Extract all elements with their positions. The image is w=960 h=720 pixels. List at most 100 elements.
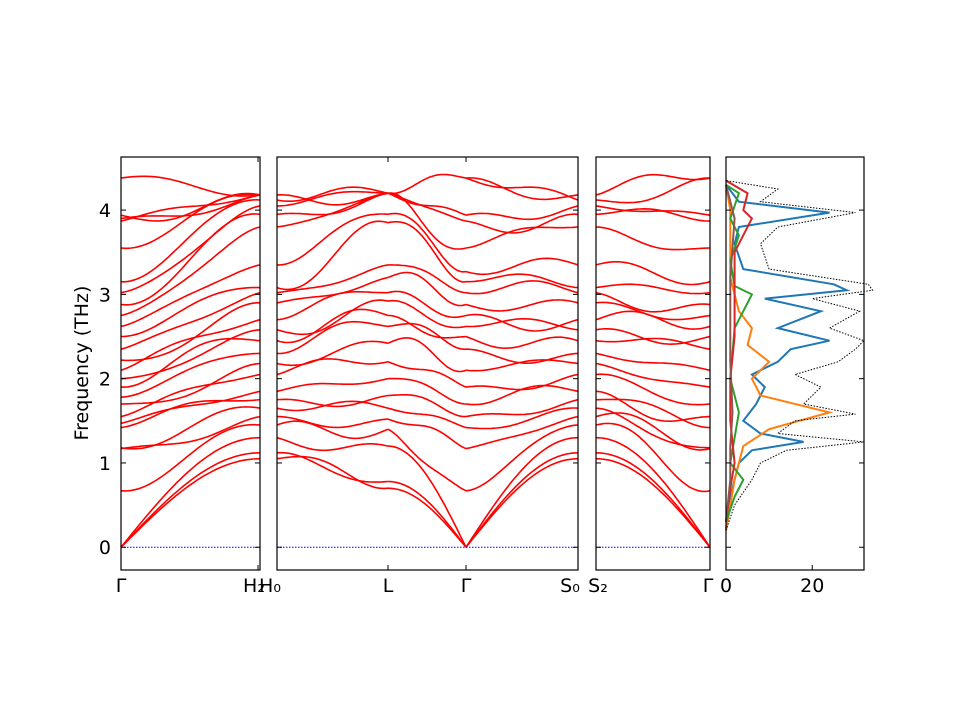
band-line xyxy=(595,226,711,251)
band-line xyxy=(276,455,389,490)
band-line xyxy=(120,198,261,283)
panel-frame xyxy=(120,156,261,571)
band-line xyxy=(595,177,711,204)
band-line xyxy=(387,322,466,350)
band-line xyxy=(120,373,261,418)
band-line xyxy=(595,436,711,548)
band-line xyxy=(387,418,467,450)
band-line xyxy=(465,384,579,406)
band-line xyxy=(120,291,261,350)
band-line xyxy=(387,407,467,429)
dos-partial-line xyxy=(725,183,754,523)
band-line xyxy=(595,301,711,321)
band-line xyxy=(276,276,389,304)
band-line xyxy=(595,337,711,350)
band-line xyxy=(276,192,389,206)
band-line xyxy=(595,352,711,371)
band-line xyxy=(276,320,389,355)
panel-frame xyxy=(725,156,865,571)
band-line xyxy=(277,415,389,429)
band-line xyxy=(387,221,467,283)
band-line xyxy=(120,452,261,548)
band-line xyxy=(595,291,711,313)
band-line xyxy=(388,314,467,339)
band-line xyxy=(465,415,579,450)
band-line xyxy=(465,205,579,221)
x-tick-label: Γ xyxy=(116,575,127,597)
x-tick-label: H₂ xyxy=(243,575,265,597)
band-line xyxy=(387,299,467,329)
band-line xyxy=(276,192,389,216)
band-line xyxy=(387,173,467,195)
band-line xyxy=(465,299,579,312)
band-line xyxy=(595,207,711,222)
band-line xyxy=(276,451,389,483)
band-line xyxy=(120,318,261,371)
x-tick-label: S₀ xyxy=(560,575,580,597)
band-line xyxy=(276,420,389,440)
y-tick-label: 1 xyxy=(99,453,111,475)
band-line xyxy=(596,398,711,429)
band-line xyxy=(465,359,579,372)
band-line xyxy=(120,205,261,294)
y-tick-label: 0 xyxy=(99,537,111,559)
band-line xyxy=(387,192,467,250)
band-line xyxy=(387,480,467,548)
band-line xyxy=(465,373,579,391)
band-line xyxy=(276,436,389,452)
band-line xyxy=(387,445,467,548)
x-tick-label: Γ xyxy=(461,575,472,597)
band-line xyxy=(276,220,389,291)
band-line xyxy=(595,457,711,548)
band-line xyxy=(465,177,579,201)
band-line xyxy=(387,428,467,492)
band-line xyxy=(595,362,711,388)
band-line xyxy=(595,261,711,286)
band-line xyxy=(120,362,261,405)
band-line xyxy=(120,192,261,222)
band-line xyxy=(387,212,467,273)
band-line xyxy=(120,457,261,548)
band-line xyxy=(387,192,467,216)
x-tick-label: L xyxy=(383,575,394,597)
band-line xyxy=(465,213,579,234)
band-line xyxy=(276,400,389,412)
band-line xyxy=(465,280,579,295)
band-line xyxy=(120,423,261,492)
band-line xyxy=(595,452,711,548)
band-line xyxy=(276,308,389,344)
band-line xyxy=(595,390,711,422)
band-line xyxy=(277,190,389,207)
band-line xyxy=(595,407,711,449)
y-axis-label: Frequency (THz) xyxy=(71,286,93,441)
band-line xyxy=(120,175,261,197)
band-line xyxy=(120,329,261,380)
dos-total-line xyxy=(725,180,874,531)
band-line xyxy=(276,291,388,321)
y-tick-label: 4 xyxy=(99,200,111,222)
band-line xyxy=(387,487,467,548)
band-line xyxy=(465,226,579,249)
band-line xyxy=(387,192,467,222)
x-tick-label: S₂ xyxy=(588,575,608,597)
band-line xyxy=(120,406,261,450)
band-line xyxy=(387,394,466,418)
panel-frame xyxy=(595,156,711,571)
band-line xyxy=(466,348,579,364)
band-line xyxy=(465,452,579,548)
band-line xyxy=(276,377,389,393)
band-line xyxy=(387,361,467,388)
band-line xyxy=(120,194,261,220)
band-line xyxy=(466,273,579,289)
band-line xyxy=(120,264,261,328)
band-line xyxy=(595,173,711,196)
band-line xyxy=(120,194,261,222)
x-tick-label: 20 xyxy=(800,575,824,597)
band-panel-3: S₂ Γ xyxy=(588,156,714,597)
band-line xyxy=(120,352,261,398)
band-line xyxy=(276,299,389,336)
band-line xyxy=(595,373,711,406)
band-line xyxy=(277,213,389,266)
band-line xyxy=(465,313,579,332)
